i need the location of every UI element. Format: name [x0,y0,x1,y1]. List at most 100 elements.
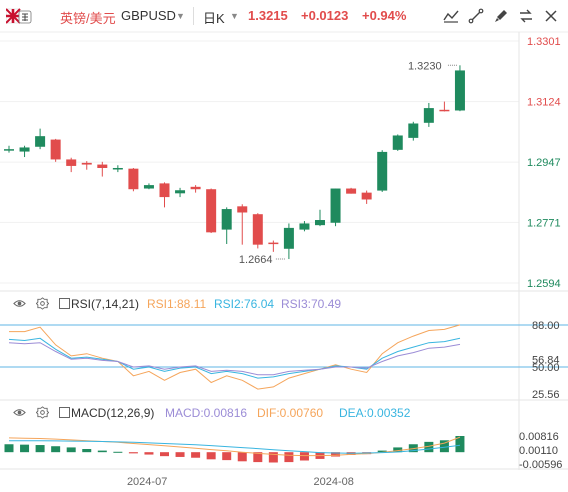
price-annotations: 1.3230 1.2664 [239,60,457,266]
candle-body [97,164,108,168]
dif-value: DIF:0.00760 [257,406,324,420]
price-change: +0.0123 [301,8,349,23]
candle-body [221,209,232,230]
macd-header: MACD(12,26,9) MACD:0.00816 DIF:0.00760 D… [8,406,438,420]
candle-body [252,214,263,245]
macd-histogram-bar [82,449,92,453]
candle-body [206,189,217,233]
candle-body [315,220,325,226]
macd-histogram-bar [393,447,403,453]
rsi-axis-label: 88.00 [532,320,560,332]
price-axis-label: 1.3124 [527,97,561,109]
date-tick-label: 2024-07 [127,476,167,488]
candle-body [50,139,61,160]
candle-body [112,167,123,170]
macd-histogram-bar [268,452,278,463]
rsi3-value: RSI3:70.49 [281,297,342,311]
candle-body [159,183,170,198]
candle-body [454,70,465,111]
dea-value: DEA:0.00352 [339,406,411,420]
candle-body [175,190,186,194]
macd-histogram-bar [128,452,138,454]
eye-icon[interactable] [13,406,26,419]
high-price-label: 1.3230 [408,60,442,72]
macd-axis-label: -0.00596 [519,459,562,471]
candle-body [377,151,388,191]
compare-icon[interactable] [518,8,534,24]
period-dropdown-icon[interactable]: ▼ [230,11,239,21]
header-divider [193,7,194,25]
macd-histogram-bar [284,452,294,463]
macd-histogram-bar [144,452,154,455]
macd-histogram-bar [113,451,123,453]
uk-flag-icon [6,8,32,24]
macd-histogram-bar [175,452,185,457]
candle-body [346,188,357,194]
macd-histogram-bar [66,447,76,453]
price-axis-label: 1.3301 [527,36,561,48]
symbol-dropdown-icon[interactable]: ▼ [176,11,185,21]
macd-histogram-bar [424,441,434,453]
quote-header: 英镑/美元 GBPUSD ▼ 日K ▼ 1.3215 +0.0123 +0.94… [0,0,568,32]
eye-icon[interactable] [13,297,26,310]
macd-histogram-bar [206,452,216,460]
symbol-code[interactable]: GBPUSD [121,8,176,23]
price-axis-label: 1.2947 [527,157,561,169]
macd-axis-label: 0.00816 [519,431,559,443]
macd-histogram-bar [51,446,61,453]
rsi-indicator-name[interactable]: RSI(7,14,21) [71,297,140,311]
rsi-axis-label: 50.00 [532,362,560,374]
price-axis-label: 1.2594 [527,278,561,290]
settings-gear-icon[interactable] [36,297,49,310]
candle-body [190,186,201,190]
macd-histogram-bar [253,452,263,463]
rsi-axis-label: 25.56 [532,389,560,401]
candle-body [143,185,154,189]
period-selector[interactable]: 日K [203,11,225,26]
candle-body [361,192,372,200]
macd-axis-label: 0.00110 [519,445,558,457]
price-axis: 1.3301 1.3124 1.2947 1.2771 1.2594 [527,36,561,290]
candle-body [66,159,77,166]
macd-histogram-bar [97,450,107,453]
rsi1-value: RSI1:88.11 [147,297,207,311]
macd-histogram-bar [191,452,201,458]
candle-body [283,227,294,249]
indicator-icon[interactable] [443,8,459,24]
candle-body [423,108,434,123]
macd-histogram-bar [377,450,387,453]
symbol-name[interactable]: 英镑/美元 [60,11,116,26]
candle-body [439,109,450,112]
low-price-label: 1.2664 [239,254,273,266]
price-change-percent: +0.94% [362,8,407,23]
macd-indicator-name[interactable]: MACD(12,26,9) [71,406,155,420]
candle-body [19,147,30,152]
rsi-axis-label: 56.84 [532,354,560,366]
macd-histogram-bar [4,444,14,453]
macd-histogram-bar [35,445,45,453]
last-price: 1.3215 [248,8,288,23]
candle-body [408,123,419,138]
settings-gear-icon[interactable] [36,406,49,419]
date-tick-label: 2024-08 [314,476,354,488]
dea-line [9,440,461,454]
brush-icon[interactable] [493,8,509,24]
candlesticks [4,65,465,260]
macd-histogram-bar [237,452,247,462]
candle-body [4,149,14,151]
rsi-line-rsi1 [9,324,461,390]
candle-body [299,223,310,230]
drawing-icon[interactable] [468,8,484,24]
rsi-line-rsi2 [8,337,461,379]
candle-body [268,242,279,245]
chart-gridlines [0,31,568,470]
macd-histogram-bar [160,452,169,457]
candle-body [330,188,341,223]
close-icon[interactable] [543,8,559,24]
indicator-box-icon [59,407,70,418]
candle-body [128,168,139,190]
candle-body [81,162,92,165]
macd-panel: 0.00816 0.00110 -0.00596 [4,431,562,471]
